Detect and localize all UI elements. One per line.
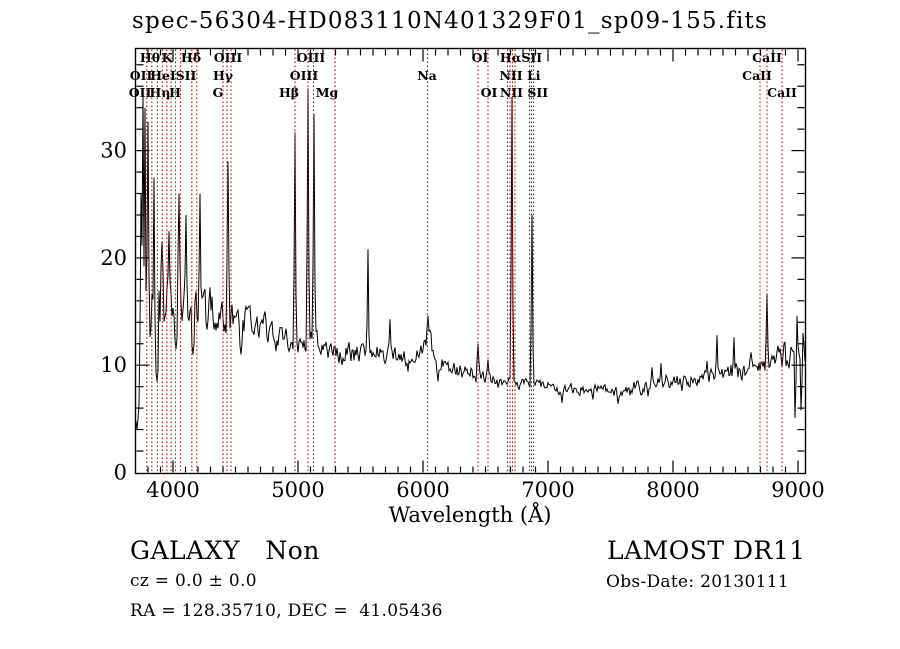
spectral-line-label: Hβ — [278, 85, 300, 100]
spectral-line-label: Hδ — [180, 50, 202, 65]
x-tick-label: 5000 — [271, 478, 324, 502]
spectral-line-label: OI — [471, 50, 489, 65]
spectral-line-label: G — [212, 85, 224, 100]
spectral-line-label: CaII — [742, 68, 772, 83]
x-tick-label: 6000 — [396, 478, 449, 502]
spectral-line-label: H — [169, 85, 181, 100]
spectral-line-label: OII — [128, 85, 152, 100]
x-tick-label: 9000 — [771, 478, 824, 502]
y-tick-label: 30 — [100, 139, 127, 163]
classification-text: GALAXY Non — [130, 536, 320, 565]
y-tick-label: 20 — [100, 246, 127, 270]
spectral-line-label: Na — [417, 68, 437, 83]
spectral-line-label: CaII — [767, 85, 797, 100]
spectral-line-label: OIII — [296, 50, 326, 65]
cz-text: cz = 0.0 ± 0.0 — [130, 571, 257, 591]
x-axis-label: Wavelength (Å) — [388, 503, 552, 527]
spectral-line-label: SII — [175, 68, 197, 83]
plot-title: spec-56304-HD083110N401329F01_sp09-155.f… — [132, 8, 768, 34]
spectral-line-label: NII Li — [499, 68, 541, 83]
radec-text: RA = 128.35710, DEC = 41.05436 — [130, 601, 443, 621]
x-tick-label: 7000 — [521, 478, 574, 502]
spectral-line-label: OIII — [213, 50, 243, 65]
y-tick-label: 0 — [114, 461, 127, 485]
x-tick-label: 4000 — [146, 478, 199, 502]
spectrum-trace — [135, 88, 806, 430]
spectral-line-label: Hη — [149, 85, 171, 100]
obs-date-text: Obs-Date: 20130111 — [606, 572, 790, 592]
survey-text: LAMOST DR11 — [607, 536, 806, 565]
spectral-line-label: Mg — [315, 85, 339, 100]
plot-frame — [134, 47, 807, 475]
y-tick-label: 10 — [100, 353, 127, 377]
spectral-line-label: Hγ — [212, 68, 234, 83]
spectral-line-label: OII — [129, 68, 153, 83]
spectral-line-label: NII SII — [499, 85, 549, 100]
x-tick-label: 8000 — [646, 478, 699, 502]
spectral-line-label: HeI — [150, 68, 176, 83]
spectral-line-label: K — [161, 50, 173, 65]
spectral-line-label: OIII — [289, 68, 319, 83]
spectral-line-label: Hθ — [139, 50, 161, 65]
spectral-line-label: OI — [480, 85, 498, 100]
spectral-line-label: HαSII — [499, 50, 543, 65]
spectral-line-label: CaII — [752, 50, 782, 65]
